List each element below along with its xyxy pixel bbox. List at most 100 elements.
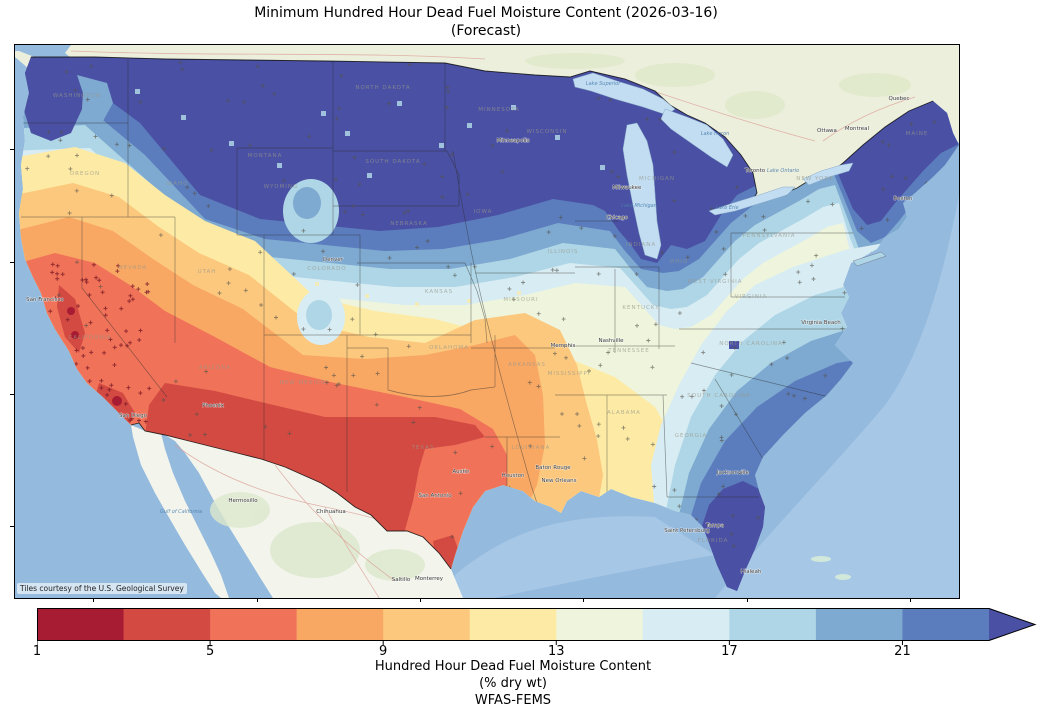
atlantic-shelf	[715, 195, 959, 598]
title-line-2: (Forecast)	[450, 23, 522, 39]
state-label: OKLAHOMA	[429, 345, 469, 351]
water-label: Lake Huron	[701, 131, 730, 137]
water-label: Lake Michigan	[621, 203, 657, 209]
state-label: ILLINOIS	[548, 249, 579, 255]
city-label: Virginia Beach	[801, 320, 841, 326]
colorbar	[36, 608, 1039, 652]
colorbar-tick-label: 9	[379, 644, 388, 659]
state-label: ARKANSAS	[508, 362, 546, 368]
state-label: VIRGINIA	[735, 294, 768, 300]
colorbar-segment	[123, 608, 211, 641]
city-label: Monterrey	[415, 576, 444, 582]
colorbar-tick-label: 1	[32, 644, 42, 659]
great-lakes	[572, 72, 854, 260]
map-tick-bottom	[747, 598, 748, 602]
city-label: Saint Petersburg	[664, 528, 710, 534]
city-label: Minneapolis	[497, 138, 530, 144]
city-label: Chicago	[606, 215, 629, 221]
state-label: SOUTH DAKOTA	[365, 159, 420, 165]
colorbar-segment	[37, 608, 125, 641]
map-tick-bottom	[583, 598, 584, 602]
colorbar-segment	[296, 608, 384, 641]
state-label: CALIFORNIA	[68, 335, 111, 341]
water-label: Lake Ontario	[767, 168, 799, 174]
water-label: Lake Superior	[586, 81, 622, 87]
state-label: NORTH DAKOTA	[355, 85, 410, 91]
map-tick-left	[10, 394, 14, 395]
state-borders	[21, 59, 853, 504]
state-label: IOWA	[474, 209, 493, 215]
city-labels: San Francisco San Diego Phoenix Denver Minne…	[26, 96, 914, 584]
city-label: Hermosillo	[228, 498, 258, 504]
map-tick-bottom	[910, 598, 911, 602]
state-label: MISSOURI	[503, 297, 538, 303]
state-label: NEVADA	[119, 265, 148, 271]
state-label: FLORIDA	[698, 538, 729, 544]
canada-terrain	[525, 53, 911, 119]
map-tick-bottom	[257, 598, 258, 602]
state-label: WISCONSIN	[526, 129, 567, 135]
long-island	[852, 251, 887, 267]
state-label: OHIO	[670, 259, 688, 265]
figure-title: Minimum Hundred Hour Dead Fuel Moisture …	[14, 4, 958, 40]
water-labels: Lake Superior Lake Michigan Lake Huron Lake…	[160, 81, 799, 515]
state-label: INDIANA	[626, 242, 656, 248]
state-label: KANSAS	[425, 289, 453, 295]
city-label: Austin	[452, 469, 470, 475]
state-label: MONTANA	[248, 153, 283, 159]
gulf-shelf	[455, 516, 715, 598]
caption-line-3: WFAS-FEMS	[474, 693, 552, 708]
city-label: Montreal	[845, 126, 870, 132]
colorbar-canvas	[36, 608, 1037, 645]
baja-peninsula	[131, 425, 229, 598]
state-label: ARIZONA	[199, 365, 231, 371]
state-label: WYOMING	[264, 184, 299, 190]
city-label: Denver	[323, 257, 344, 263]
state-label: MAINE	[906, 131, 929, 137]
colorbar-extend-arrow	[989, 608, 1035, 641]
map-attribution: Tiles courtesy of the U.S. Geological Su…	[17, 583, 187, 594]
state-label: NORTH CAROLINA	[719, 341, 782, 347]
city-label: San Diego	[119, 413, 148, 419]
colorbar-segment	[469, 608, 557, 641]
colorbar-segment	[815, 608, 903, 641]
city-label: Quebec	[888, 96, 909, 102]
caption-line-2: (% dry wt)	[479, 676, 547, 691]
title-line-1: Minimum Hundred Hour Dead Fuel Moisture …	[254, 5, 718, 21]
state-label: ALABAMA	[607, 410, 641, 416]
city-label: San Antonio	[418, 493, 452, 499]
state-label: NEW MEXICO	[280, 380, 327, 386]
state-label: MISSISSIPPI	[548, 371, 591, 377]
colorbar-segment	[902, 608, 990, 641]
map-canvas: WASHINGTON OREGON CALIFORNIA NEVADA IDAHO UTA…	[15, 45, 959, 598]
colorbar-tick-label: 13	[547, 644, 565, 659]
city-label: San Francisco	[26, 297, 64, 303]
state-label: NEBRASKA	[390, 221, 428, 227]
caption-line-1: Hundred Hour Dead Fuel Moisture Content	[374, 659, 652, 674]
map-tick-left	[10, 526, 14, 527]
city-label: Baton Rouge	[535, 465, 571, 471]
state-label: TEXAS	[411, 445, 435, 451]
map-tick-left	[10, 262, 14, 263]
colorbar-frame	[37, 608, 1037, 641]
state-label: MINNESOTA	[478, 107, 520, 113]
canada-land	[65, 45, 959, 199]
map-tick-bottom	[93, 598, 94, 602]
state-label: PENNSYLVANIA	[742, 233, 795, 239]
city-label: Jacksonville	[716, 470, 750, 476]
map-tick-left	[10, 149, 14, 150]
city-label: New Orleans	[542, 478, 577, 484]
city-label: Toronto	[744, 168, 766, 174]
wet-speckles	[135, 89, 605, 178]
state-label: MICHIGAN	[639, 176, 675, 182]
city-label: Chihuahua	[316, 509, 346, 515]
state-label: OREGON	[70, 171, 100, 177]
city-label: Houston	[502, 473, 525, 479]
state-label: WASHINGTON	[53, 93, 101, 99]
colorbar-segment	[383, 608, 471, 641]
city-label: Ottawa	[817, 128, 837, 134]
colorbar-segment	[729, 608, 817, 641]
city-label: Memphis	[551, 343, 576, 349]
state-labels: WASHINGTON OREGON CALIFORNIA NEVADA IDAHO UTA…	[53, 85, 929, 544]
